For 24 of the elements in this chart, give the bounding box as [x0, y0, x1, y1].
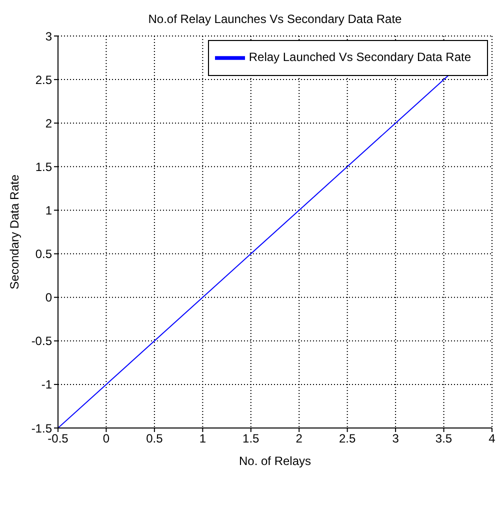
x-tick-label: 3.5	[435, 432, 452, 446]
y-tick-label: 3	[45, 29, 52, 44]
y-tick-label: 0.5	[35, 247, 52, 262]
legend-label: Relay Launched Vs Secondary Data Rate	[248, 50, 471, 64]
x-tick-label: 0	[102, 432, 110, 446]
y-tick-label: 1	[45, 203, 52, 218]
chart-title: No.of Relay Launches Vs Secondary Data Rate	[147, 12, 403, 26]
y-axis-title: Secondary Data Rate	[7, 174, 22, 290]
y-tick-label: 2	[45, 116, 52, 130]
x-axis-title: No. of Relays	[238, 454, 312, 468]
x-tick-label: 3	[392, 432, 400, 446]
y-tick-label: -0.5	[31, 334, 52, 348]
x-tick-label: 2.5	[338, 432, 356, 446]
line-series	[58, 74, 450, 428]
x-tick-label: 2	[296, 432, 303, 446]
y-tick-label: 0	[45, 290, 52, 305]
y-tick-label: -1	[41, 378, 52, 392]
x-tick-label: 0.5	[146, 432, 164, 446]
y-tick-label: 1.5	[35, 160, 52, 174]
x-tick-label: 1.5	[242, 432, 260, 446]
y-tick-label: -1.5	[31, 421, 52, 436]
y-tick-label: 2.5	[35, 72, 52, 87]
x-tick-label: 1	[199, 432, 206, 446]
x-tick-label: 4	[488, 432, 496, 446]
